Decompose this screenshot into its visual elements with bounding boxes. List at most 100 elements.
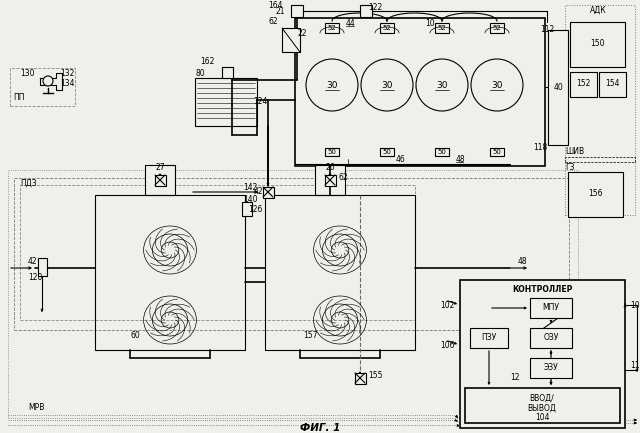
- Text: 120: 120: [28, 274, 42, 282]
- Bar: [263, 187, 274, 198]
- Circle shape: [471, 59, 523, 111]
- Text: 162: 162: [200, 58, 215, 67]
- Bar: [470, 328, 508, 348]
- Bar: [355, 373, 366, 384]
- Bar: [565, 5, 635, 215]
- Text: 60: 60: [130, 330, 140, 339]
- Bar: [568, 172, 623, 217]
- Circle shape: [43, 76, 53, 86]
- Bar: [38, 258, 47, 276]
- Text: 108: 108: [630, 301, 640, 310]
- Bar: [195, 78, 257, 126]
- Text: 164: 164: [269, 0, 283, 10]
- Bar: [490, 23, 504, 33]
- Bar: [325, 175, 336, 186]
- Text: 124: 124: [253, 97, 267, 107]
- Bar: [565, 157, 635, 162]
- Text: 130: 130: [20, 70, 35, 78]
- Bar: [380, 23, 394, 33]
- Text: 44: 44: [345, 19, 355, 29]
- Bar: [435, 148, 449, 156]
- Text: 26: 26: [325, 162, 335, 171]
- Text: 30: 30: [492, 81, 503, 90]
- Text: 157: 157: [303, 330, 317, 339]
- Text: 118: 118: [532, 143, 547, 152]
- Text: ОЗУ: ОЗУ: [543, 333, 559, 343]
- Bar: [530, 358, 572, 378]
- Text: 154: 154: [605, 80, 620, 88]
- Bar: [435, 23, 449, 33]
- Bar: [530, 328, 572, 348]
- Text: 21: 21: [275, 6, 285, 16]
- Text: 52: 52: [493, 25, 501, 31]
- Text: 52: 52: [438, 25, 446, 31]
- Text: 12: 12: [510, 374, 520, 382]
- Text: 52: 52: [383, 25, 392, 31]
- Text: 104: 104: [535, 414, 549, 423]
- Circle shape: [306, 59, 358, 111]
- Bar: [360, 5, 372, 17]
- Text: 27: 27: [155, 162, 165, 171]
- Bar: [14, 178, 569, 330]
- Text: 10: 10: [425, 19, 435, 29]
- Text: 46: 46: [395, 155, 405, 164]
- Text: 30: 30: [436, 81, 448, 90]
- Bar: [265, 195, 415, 350]
- Text: 122: 122: [368, 3, 382, 13]
- Bar: [325, 148, 339, 156]
- Bar: [315, 165, 345, 195]
- Bar: [295, 18, 545, 166]
- Text: ПП: ПП: [13, 94, 24, 103]
- Text: 112: 112: [540, 26, 554, 35]
- Bar: [460, 280, 625, 428]
- Text: 30: 30: [326, 81, 338, 90]
- Bar: [242, 202, 252, 216]
- Text: ВВОД/: ВВОД/: [530, 394, 554, 403]
- Bar: [548, 30, 568, 145]
- Bar: [380, 148, 394, 156]
- Text: 30: 30: [381, 81, 393, 90]
- Bar: [222, 67, 233, 78]
- Text: 106: 106: [440, 340, 455, 349]
- Text: 80: 80: [195, 70, 205, 78]
- Bar: [155, 175, 166, 186]
- Text: ПДЗ: ПДЗ: [20, 178, 36, 187]
- Bar: [325, 23, 339, 33]
- Text: 150: 150: [589, 39, 604, 48]
- Text: АДК: АДК: [589, 6, 606, 14]
- Bar: [570, 72, 597, 97]
- Text: 102: 102: [440, 301, 455, 310]
- Bar: [20, 185, 415, 320]
- Text: 48: 48: [517, 258, 527, 266]
- Bar: [8, 170, 578, 418]
- Text: ШИВ: ШИВ: [565, 148, 584, 156]
- Text: ФИГ. 1: ФИГ. 1: [300, 423, 340, 433]
- Text: 132: 132: [60, 70, 74, 78]
- Text: 142: 142: [244, 184, 258, 193]
- Bar: [291, 5, 303, 17]
- Bar: [570, 22, 625, 67]
- Bar: [599, 72, 626, 97]
- Circle shape: [361, 59, 413, 111]
- Text: 110: 110: [630, 361, 640, 369]
- Text: 50: 50: [438, 149, 447, 155]
- Bar: [282, 28, 300, 52]
- Bar: [465, 388, 620, 423]
- Text: 126: 126: [248, 204, 262, 213]
- Text: 152: 152: [576, 80, 590, 88]
- Bar: [300, 138, 495, 158]
- Text: 50: 50: [493, 149, 501, 155]
- Text: ЭЗУ: ЭЗУ: [543, 363, 558, 372]
- Circle shape: [416, 59, 468, 111]
- Text: МРВ: МРВ: [28, 404, 44, 413]
- Bar: [95, 195, 245, 350]
- Text: КОНТРОЛЛЕР: КОНТРОЛЛЕР: [512, 285, 572, 294]
- Text: 140: 140: [243, 194, 258, 204]
- Text: ПЗУ: ПЗУ: [481, 333, 497, 343]
- Text: 40: 40: [553, 83, 563, 91]
- Bar: [145, 165, 175, 195]
- Bar: [530, 298, 572, 318]
- Text: 50: 50: [383, 149, 392, 155]
- Text: 62: 62: [338, 172, 348, 181]
- Text: 50: 50: [328, 149, 337, 155]
